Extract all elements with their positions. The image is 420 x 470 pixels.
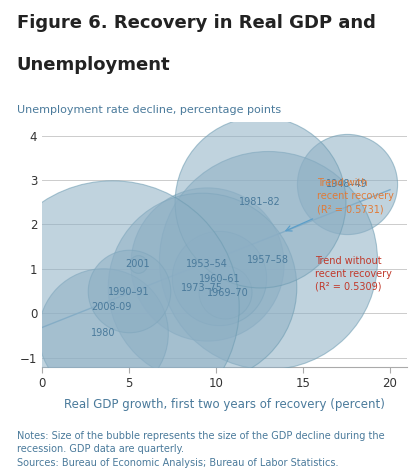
Text: Unemployment: Unemployment [17, 56, 171, 74]
Text: 1990–91: 1990–91 [108, 287, 150, 297]
Text: 1960–61: 1960–61 [199, 274, 240, 283]
Point [265, 256, 272, 264]
Text: 1980: 1980 [91, 328, 115, 338]
Text: 1957–58: 1957–58 [247, 255, 289, 265]
Point [199, 283, 205, 290]
Text: 1981–82: 1981–82 [239, 197, 281, 207]
Point [108, 303, 115, 310]
X-axis label: Real GDP growth, first two years of recovery (percent): Real GDP growth, first two years of reco… [64, 399, 385, 411]
Text: 2008-09: 2008-09 [92, 303, 132, 313]
Text: 1973–75: 1973–75 [181, 282, 223, 292]
Point [256, 198, 263, 206]
Text: 1969–70: 1969–70 [207, 288, 249, 298]
Point [216, 274, 223, 282]
Text: Notes: Size of the bubble represents the size of the GDP decline during the
rece: Notes: Size of the bubble represents the… [17, 431, 384, 468]
Text: Trend with
recent recovery
(R² = 0.5731): Trend with recent recovery (R² = 0.5731) [317, 178, 394, 214]
Point [204, 261, 211, 268]
Text: 2001: 2001 [126, 259, 150, 269]
Text: 1948–49: 1948–49 [326, 180, 368, 189]
Point [126, 287, 132, 295]
Text: Trend without
recent recovery
(R² = 0.5309): Trend without recent recovery (R² = 0.53… [315, 256, 392, 292]
Text: Unemployment rate decline, percentage points: Unemployment rate decline, percentage po… [17, 105, 281, 115]
Point [134, 261, 141, 268]
Point [100, 329, 106, 337]
Text: 1953–54: 1953–54 [186, 259, 228, 269]
Point [343, 180, 350, 188]
Text: Figure 6. Recovery in Real GDP and: Figure 6. Recovery in Real GDP and [17, 14, 375, 32]
Point [221, 288, 228, 296]
